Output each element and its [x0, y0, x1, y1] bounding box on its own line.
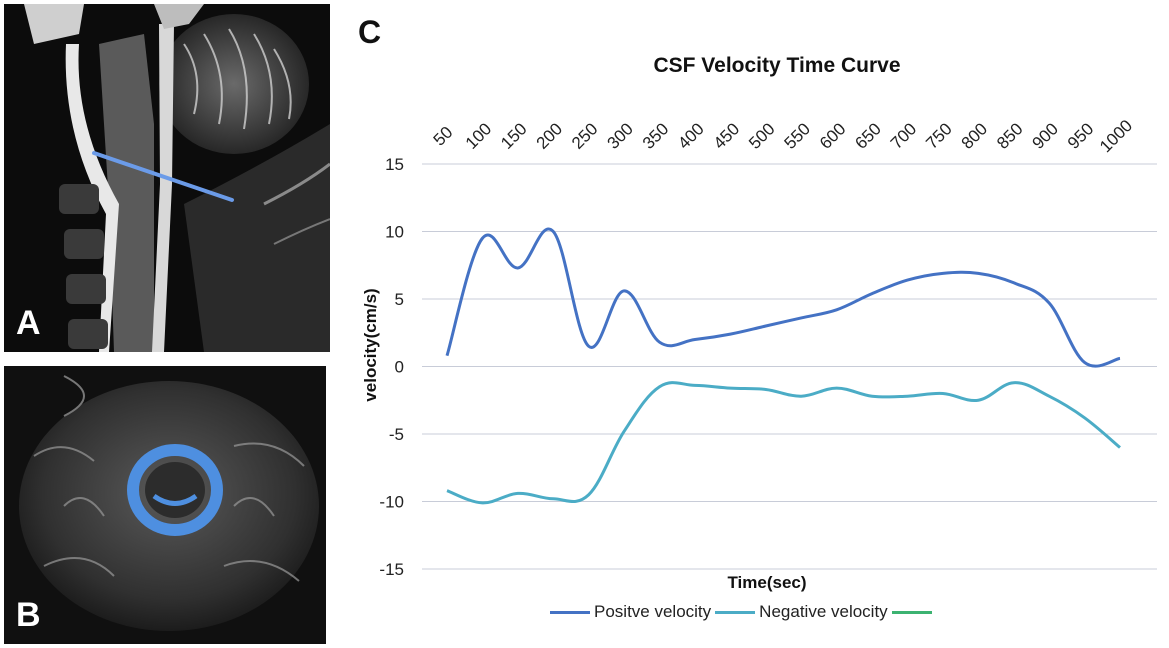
mri-axial-drawing: [4, 366, 326, 644]
y-tick-label: -5: [389, 425, 404, 444]
y-axis-label: velocity(cm/s): [361, 288, 380, 401]
panel-label-b: B: [16, 596, 41, 634]
legend-swatch-negative: [715, 610, 756, 614]
y-tick-labels: 15 10 5 0 -5 -10 -15: [379, 155, 404, 579]
legend-item-negative: Negative velocity: [715, 602, 888, 622]
x-axis-label: Time(sec): [727, 573, 806, 592]
csf-region-highlight: [127, 444, 223, 536]
x-tick-label: 50: [430, 123, 457, 150]
legend-swatch-third: [891, 610, 932, 614]
y-tick-label: 15: [385, 155, 404, 174]
x-tick-label: 850: [993, 119, 1026, 152]
x-tick-label: 700: [887, 119, 920, 152]
x-tick-label: 450: [710, 119, 743, 152]
mri-sagittal-drawing: [4, 4, 330, 352]
x-tick-label: 500: [745, 119, 778, 152]
x-tick-label: 200: [533, 119, 566, 152]
grid-lines: [422, 163, 1157, 570]
x-tick-label: 400: [674, 119, 707, 152]
y-tick-label: -15: [379, 560, 404, 579]
positive-velocity-line: [445, 227, 1121, 368]
x-tick-label: 900: [1029, 119, 1062, 152]
mri-axial-image: B: [4, 366, 326, 644]
x-tick-labels: 50 100 150 200 250 300 350 400 450 500 550 600 650 70…: [430, 116, 1136, 156]
x-tick-label: 1000: [1096, 116, 1136, 156]
x-tick-label: 650: [851, 119, 884, 152]
legend-label-positive: Positve velocity: [594, 602, 712, 621]
legend-label-negative: Negative velocity: [759, 602, 888, 621]
chart-legend: Positve velocity Negative velocity: [550, 602, 940, 622]
panel-label-c: C: [358, 14, 382, 50]
x-tick-label: 300: [603, 119, 636, 152]
legend-item-third: [891, 610, 936, 614]
chart-title: CSF Velocity Time Curve: [653, 54, 900, 77]
x-tick-label: 550: [781, 119, 814, 152]
x-tick-label: 950: [1064, 119, 1097, 152]
y-tick-label: 10: [385, 223, 404, 242]
negative-velocity-line: [446, 381, 1121, 505]
y-tick-label: -10: [379, 493, 404, 512]
x-tick-label: 600: [816, 119, 849, 152]
measurement-plane-line: [92, 151, 234, 202]
x-tick-label: 100: [462, 119, 495, 152]
mri-sagittal-image: A: [4, 4, 330, 352]
x-tick-label: 800: [958, 119, 991, 152]
x-tick-label: 250: [568, 119, 601, 152]
legend-swatch-positive: [550, 610, 590, 614]
series-lines: [445, 227, 1121, 505]
panel-label-a: A: [16, 304, 41, 342]
y-tick-label: 0: [395, 358, 404, 377]
legend-item-positive: Positve velocity: [550, 602, 711, 622]
x-tick-label: 350: [639, 119, 672, 152]
x-tick-label: 150: [497, 119, 530, 152]
y-tick-label: 5: [395, 290, 404, 309]
x-tick-label: 750: [922, 119, 955, 152]
